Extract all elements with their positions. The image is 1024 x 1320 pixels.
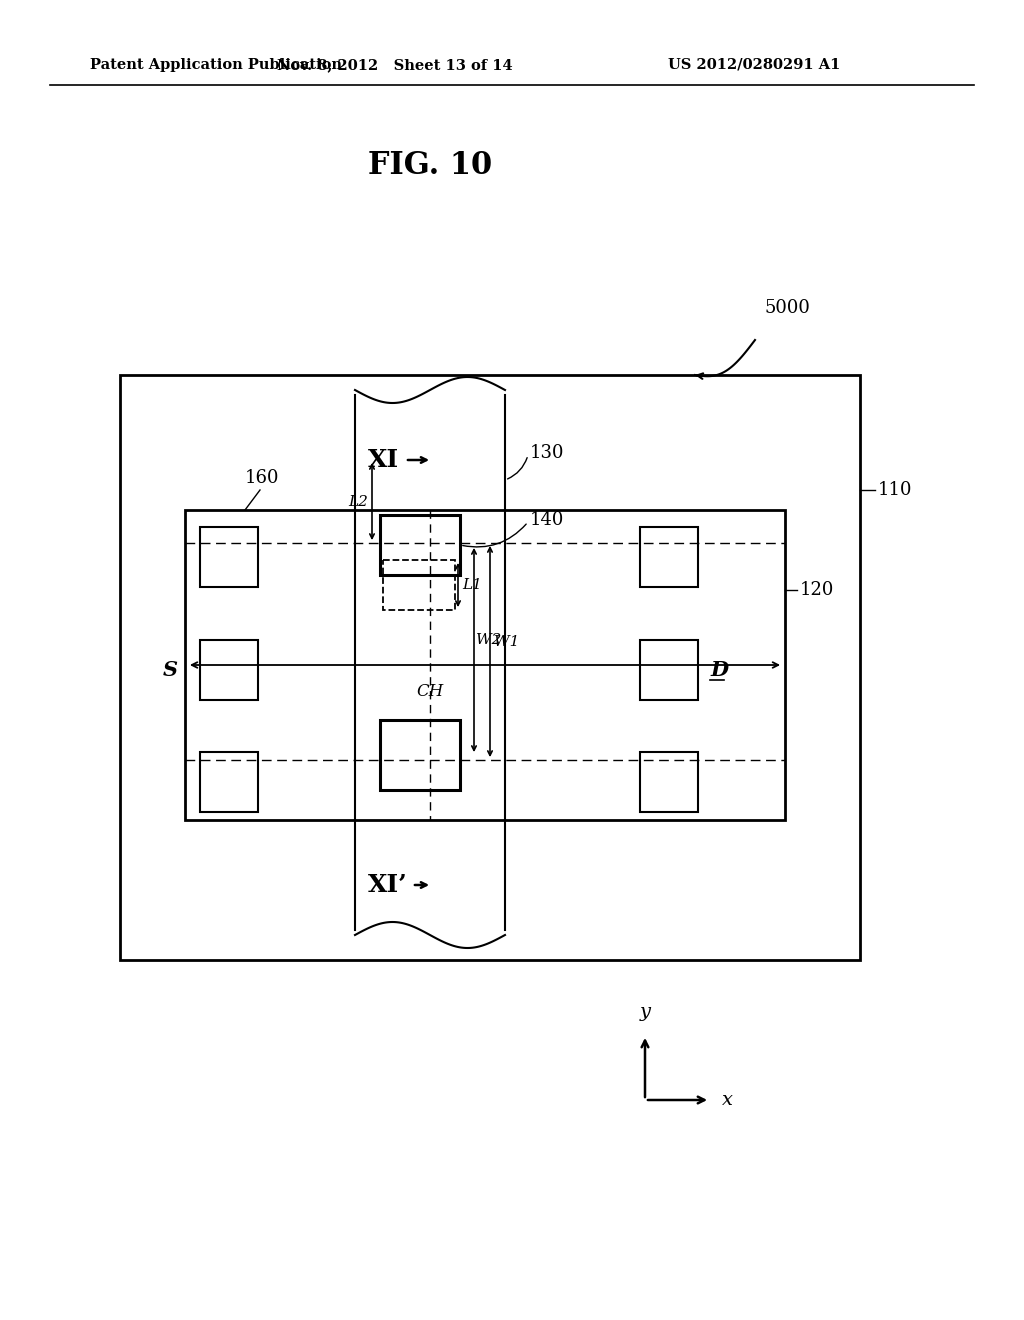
Bar	[640, 752, 698, 812]
Text: US 2012/0280291 A1: US 2012/0280291 A1	[668, 58, 841, 73]
Text: XI: XI	[368, 447, 399, 473]
Text: Patent Application Publication: Patent Application Publication	[90, 58, 342, 73]
Bar	[185, 510, 785, 820]
Text: 140: 140	[530, 511, 564, 529]
Text: 110: 110	[878, 480, 912, 499]
Text: D: D	[710, 660, 728, 680]
Text: 5000: 5000	[765, 300, 811, 317]
Text: XI’: XI’	[368, 873, 408, 898]
Text: 120: 120	[800, 581, 835, 599]
Bar	[383, 560, 455, 610]
Bar	[640, 527, 698, 587]
Text: 160: 160	[245, 469, 280, 487]
Bar	[200, 752, 258, 812]
Text: W2: W2	[476, 634, 502, 647]
Text: CH: CH	[417, 682, 443, 700]
Bar	[380, 515, 460, 576]
Bar	[200, 640, 258, 700]
Text: W1: W1	[494, 635, 519, 648]
Bar	[200, 527, 258, 587]
Text: S: S	[163, 660, 178, 680]
Text: L2: L2	[348, 495, 368, 508]
Bar	[380, 719, 460, 789]
Text: L1: L1	[462, 578, 482, 591]
Bar	[640, 640, 698, 700]
Text: x: x	[722, 1092, 733, 1109]
Text: FIG. 10: FIG. 10	[368, 149, 493, 181]
Text: Nov. 8, 2012   Sheet 13 of 14: Nov. 8, 2012 Sheet 13 of 14	[278, 58, 513, 73]
Text: y: y	[640, 1003, 650, 1020]
Text: 130: 130	[530, 444, 564, 462]
Bar	[120, 375, 860, 960]
